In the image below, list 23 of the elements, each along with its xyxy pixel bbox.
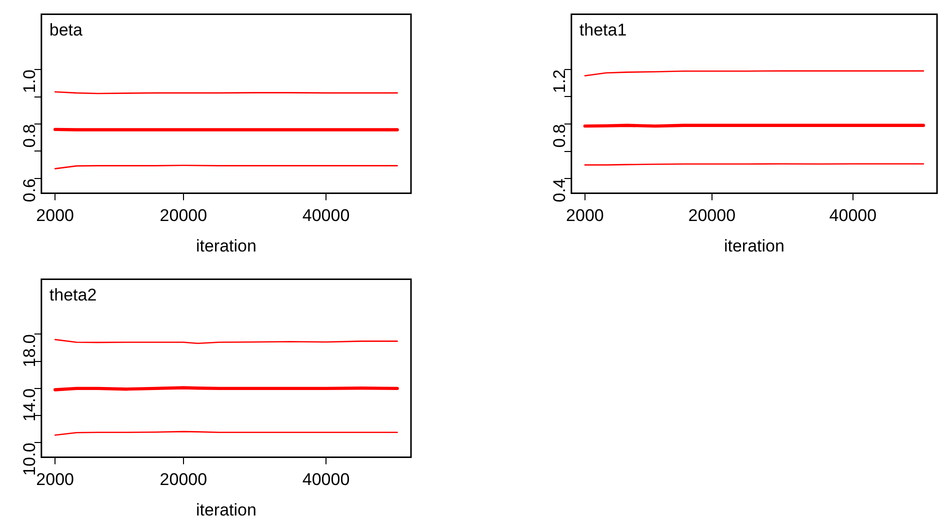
x-axis-title: iteration	[196, 500, 256, 520]
y-tick-label: 1.0	[20, 70, 40, 94]
x-axis-title: iteration	[724, 236, 784, 256]
y-tick-label: 1.2	[550, 69, 570, 94]
x-tick-label: 2000	[36, 470, 74, 490]
chart-title: beta	[49, 20, 84, 40]
y-tick-label: 18.0	[20, 334, 40, 368]
x-tick-label: 40000	[302, 470, 350, 490]
y-tick-label: 0.6	[20, 178, 40, 202]
x-axis-title: iteration	[196, 236, 256, 256]
x-tick-label: 40000	[829, 206, 877, 226]
x-tick-label: 20000	[160, 470, 208, 490]
x-tick-label: 40000	[302, 206, 350, 226]
y-tick-label: 0.4	[550, 178, 570, 202]
y-tick-label: 0.8	[550, 124, 570, 148]
x-tick-label: 20000	[688, 206, 736, 226]
x-tick-label: 2000	[566, 206, 604, 226]
chart-title: theta1	[579, 20, 627, 40]
y-tick-label: 0.8	[20, 124, 40, 148]
x-tick-label: 20000	[160, 206, 208, 226]
x-tick-label: 2000	[36, 206, 74, 226]
y-tick-label: 14.0	[20, 388, 40, 422]
chart-title: theta2	[49, 285, 97, 304]
